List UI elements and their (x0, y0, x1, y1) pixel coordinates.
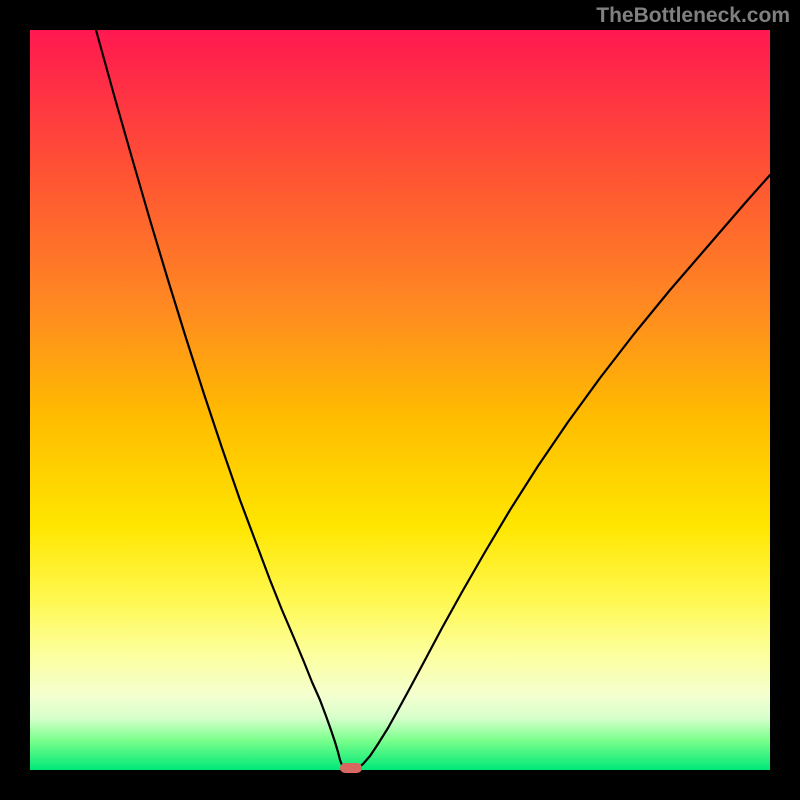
chart-plot-area (30, 30, 770, 770)
optimal-marker (340, 763, 362, 773)
watermark-text: TheBottleneck.com (596, 4, 790, 28)
